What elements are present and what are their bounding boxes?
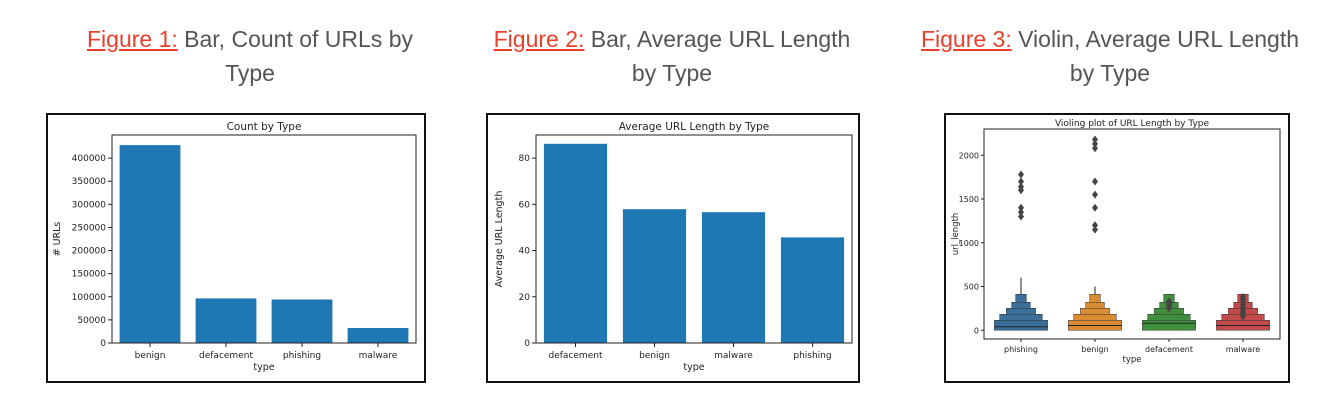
y-axis-label: Average URL Length [494, 191, 505, 288]
x-tick-label: phishing [793, 351, 831, 361]
figure-2-caption-text: Bar, Average URL Length by Type [584, 26, 851, 86]
plot-area-border [983, 128, 1281, 340]
x-axis-label: type [1123, 355, 1142, 365]
chart-1-frame: Count by Type 0 50000 100000 150000 200000 250… [46, 113, 426, 383]
y-tick-label: 400000 [72, 154, 107, 164]
outlier-point [1018, 208, 1024, 217]
outlier-point [1018, 212, 1024, 221]
bar-phishing [780, 237, 845, 343]
y-tick-label: 60 [519, 200, 531, 210]
violin-body-defacement-1 [1147, 314, 1191, 321]
figure-1-caption-text: Bar, Count of URLs by Type [177, 26, 413, 86]
bar-phishing [271, 299, 333, 343]
y-tick-label: 0 [524, 339, 530, 349]
outlier-point [1092, 190, 1098, 199]
plot-area-border [535, 134, 853, 344]
x-tick-label: benign [135, 351, 166, 361]
violin-body-phishing-1 [999, 314, 1043, 321]
y-tick-label: 200000 [72, 247, 107, 257]
figure-3-link[interactable]: Figure 3: [920, 26, 1012, 52]
outlier-point [1018, 186, 1024, 195]
y-tick-label: 40 [519, 247, 531, 257]
violin-body-benign-3 [1085, 302, 1105, 309]
violin-body-phishing-0 [994, 320, 1048, 331]
outlier-point [1018, 170, 1024, 179]
chart-2-frame: Average URL Length by Type 0 20 40 60 80 defac… [486, 113, 860, 383]
violin-body-phishing-2 [1006, 308, 1036, 315]
outlier-point [1092, 139, 1098, 148]
figure-2-link[interactable]: Figure 2: [493, 26, 585, 52]
y-tick-label: 80 [519, 154, 531, 164]
y-tick-label: 500 [964, 283, 979, 292]
figure-2-caption: Figure 2: Bar, Average URL Length by Typ… [482, 22, 862, 90]
outlier-point [1018, 203, 1024, 212]
x-axis-label: type [683, 362, 704, 373]
y-tick-label: 150000 [72, 270, 107, 280]
bar-malware [701, 212, 766, 343]
figure-3-caption: Figure 3: Violin, Average URL Length by … [920, 22, 1300, 90]
chart-title: Count by Type [227, 121, 302, 133]
figure-1-caption: Figure 1: Bar, Count of URLs by Type [60, 22, 440, 90]
figure-1-link[interactable]: Figure 1: [87, 26, 178, 52]
y-tick-label: 0 [974, 326, 979, 335]
y-tick-label: 100000 [72, 293, 107, 303]
violin-body-phishing-4 [1015, 294, 1027, 303]
outlier-point [1092, 203, 1098, 212]
x-tick-label: defacement [1145, 345, 1193, 354]
y-tick-label: 300000 [72, 200, 107, 210]
bar-defacement [543, 143, 608, 343]
plot-area-border [111, 134, 417, 344]
x-tick-label: benign [639, 351, 670, 361]
y-tick-label: 2000 [959, 151, 979, 160]
bar-benign [622, 209, 687, 343]
bar-malware [347, 327, 409, 343]
y-axis-label: url_length [951, 213, 961, 256]
y-tick-label: 20 [519, 293, 531, 303]
outlier-point [1166, 304, 1172, 313]
violin-body-defacement-0 [1142, 320, 1196, 331]
chart-count-by-type: Count by Type 0 50000 100000 150000 200000 250… [52, 121, 417, 373]
outlier-point [1018, 177, 1024, 186]
x-axis-label: type [253, 362, 274, 373]
bar-benign [119, 145, 181, 343]
chart-average-url-length: Average URL Length by Type 0 20 40 60 80 defac… [494, 121, 853, 373]
chart-3-frame: Violing plot of URL Length by Type 0 500 10… [944, 113, 1290, 383]
figure-3-caption-text: Violin, Average URL Length by Type [1011, 26, 1300, 86]
outlier-point [1240, 312, 1246, 321]
x-tick-label: malware [1226, 345, 1260, 354]
chart-violin-url-length: Violing plot of URL Length by Type 0 500 10… [951, 119, 1281, 365]
y-tick-label: 50000 [77, 316, 106, 326]
bar-defacement [195, 298, 257, 343]
y-tick-label: 1500 [959, 195, 979, 204]
outlier-point [1092, 177, 1098, 186]
chart-title: Violing plot of URL Length by Type [1055, 119, 1210, 129]
violin-body-phishing-3 [1011, 302, 1031, 309]
violin-body-benign-4 [1089, 294, 1101, 303]
y-tick-label: 250000 [72, 223, 107, 233]
y-axis-label: # URLs [52, 222, 63, 257]
violin-body-benign-2 [1080, 308, 1110, 315]
x-tick-label: malware [714, 351, 753, 361]
x-tick-label: defacement [199, 351, 253, 361]
outlier-point [1092, 144, 1098, 153]
x-tick-label: benign [1081, 345, 1108, 354]
x-tick-label: phishing [1004, 345, 1038, 354]
y-tick-label: 0 [100, 339, 106, 349]
y-tick-label: 1000 [959, 239, 979, 248]
chart-title: Average URL Length by Type [619, 121, 770, 133]
x-tick-label: phishing [283, 351, 321, 361]
x-tick-label: defacement [549, 351, 603, 361]
violin-body-benign-1 [1073, 314, 1117, 321]
y-tick-label: 350000 [72, 177, 107, 187]
outlier-point [1092, 135, 1098, 144]
x-tick-label: malware [359, 351, 398, 361]
outlier-point [1092, 225, 1098, 234]
outlier-point [1092, 221, 1098, 230]
